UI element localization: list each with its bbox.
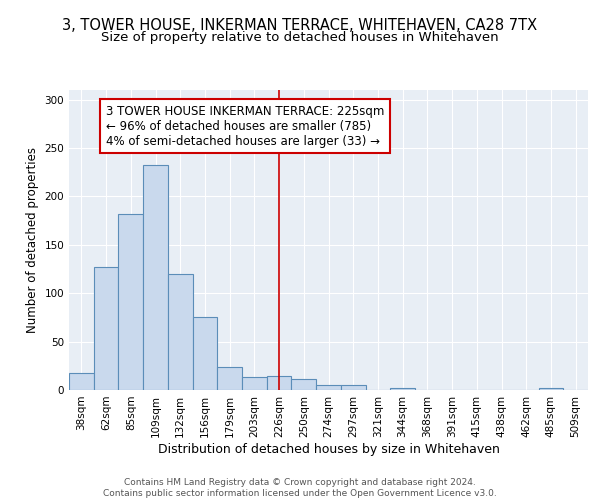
Bar xyxy=(69,372,94,390)
Y-axis label: Number of detached properties: Number of detached properties xyxy=(26,147,39,333)
Text: 3 TOWER HOUSE INKERMAN TERRACE: 225sqm
← 96% of detached houses are smaller (785: 3 TOWER HOUSE INKERMAN TERRACE: 225sqm ←… xyxy=(106,104,385,148)
Bar xyxy=(94,267,118,390)
Text: 3, TOWER HOUSE, INKERMAN TERRACE, WHITEHAVEN, CA28 7TX: 3, TOWER HOUSE, INKERMAN TERRACE, WHITEH… xyxy=(62,18,538,32)
Bar xyxy=(242,378,267,390)
Bar xyxy=(390,388,415,390)
Text: Size of property relative to detached houses in Whitehaven: Size of property relative to detached ho… xyxy=(101,31,499,44)
Bar xyxy=(539,388,563,390)
Bar xyxy=(193,318,217,390)
Bar xyxy=(316,385,341,390)
Bar xyxy=(118,214,143,390)
X-axis label: Distribution of detached houses by size in Whitehaven: Distribution of detached houses by size … xyxy=(158,442,499,456)
Text: Contains HM Land Registry data © Crown copyright and database right 2024.
Contai: Contains HM Land Registry data © Crown c… xyxy=(103,478,497,498)
Bar xyxy=(217,367,242,390)
Bar xyxy=(143,166,168,390)
Bar xyxy=(168,274,193,390)
Bar xyxy=(267,376,292,390)
Bar xyxy=(341,385,365,390)
Bar xyxy=(292,380,316,390)
